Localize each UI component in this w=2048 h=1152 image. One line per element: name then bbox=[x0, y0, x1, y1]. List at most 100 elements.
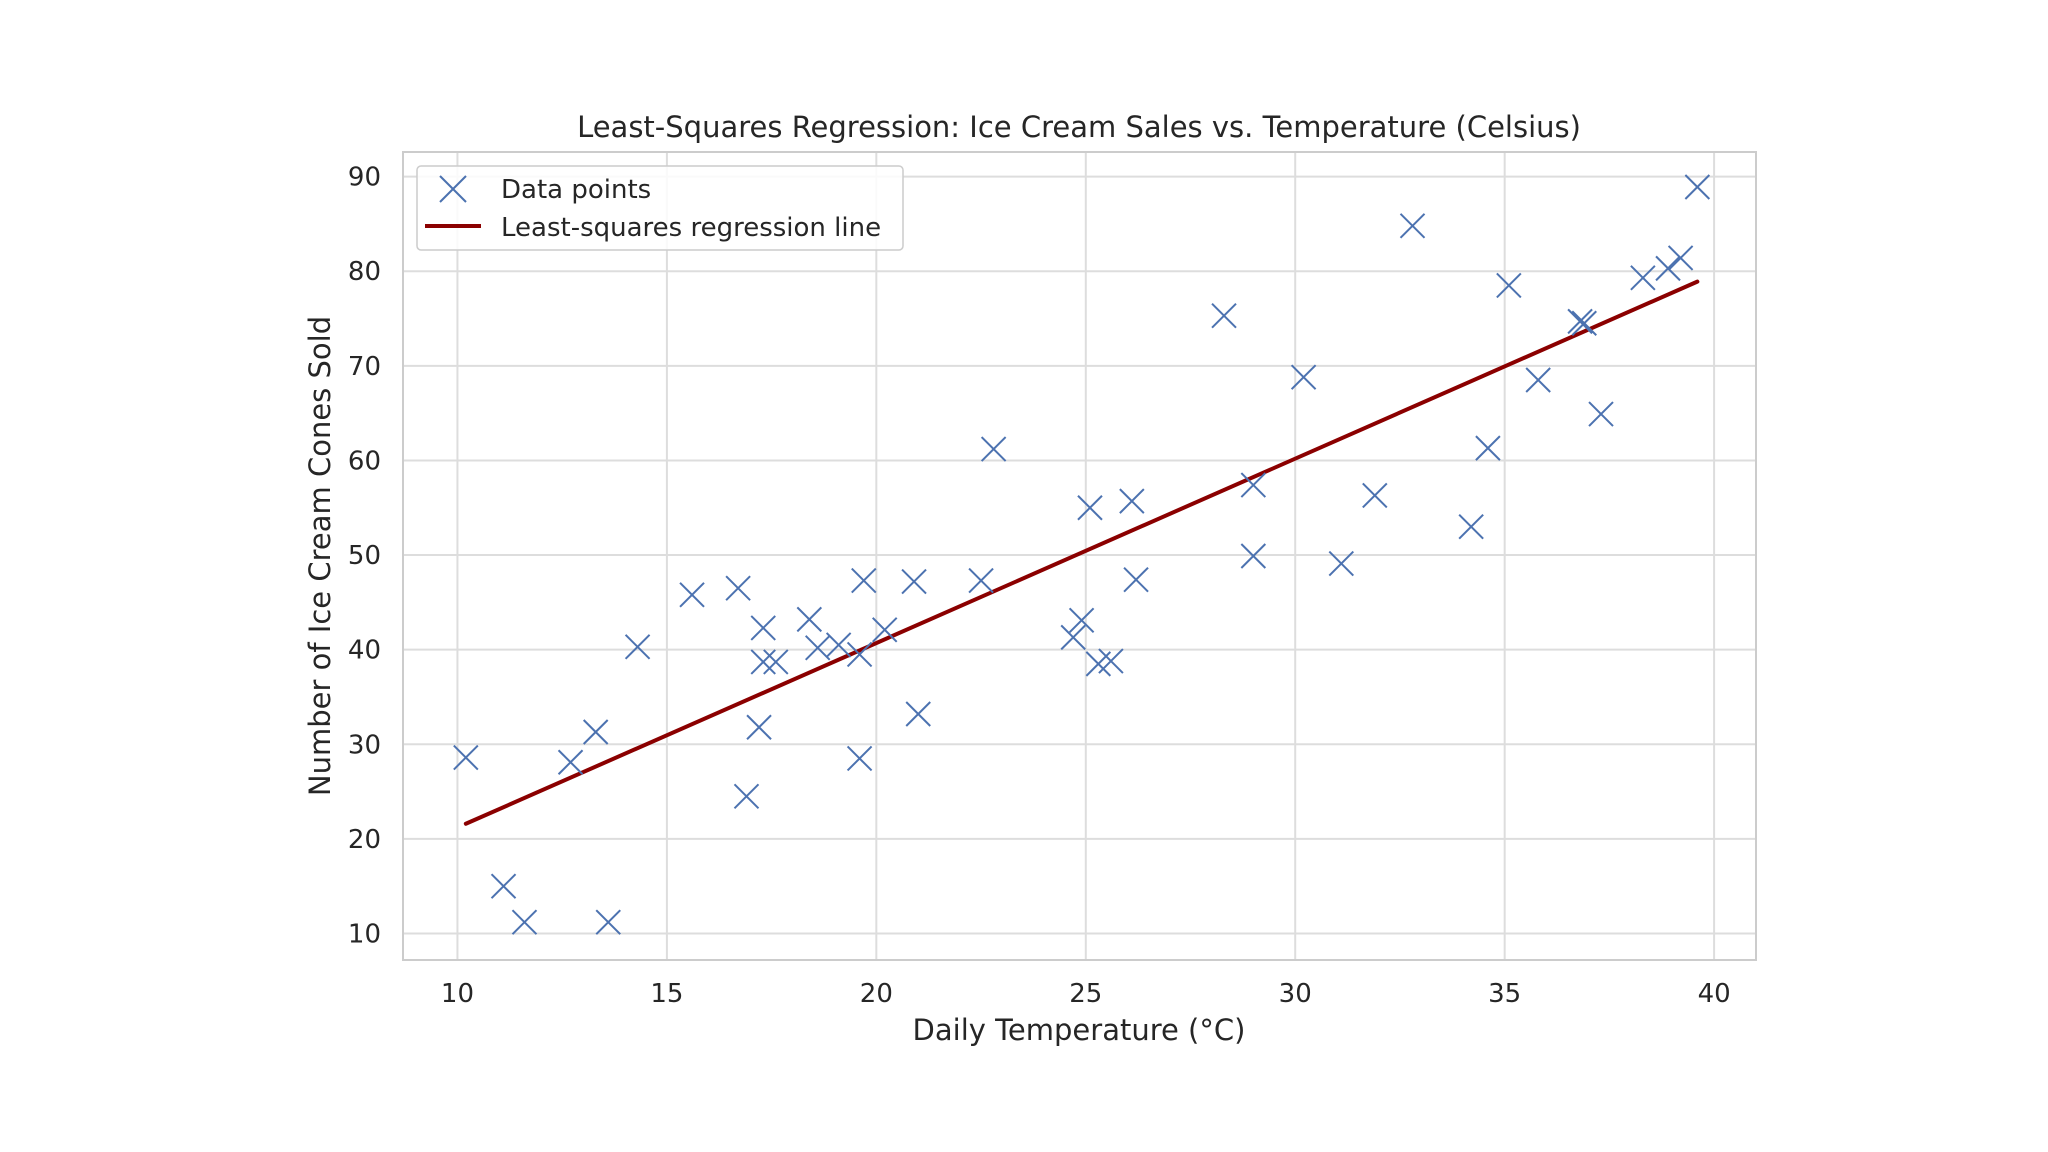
x-tick-label: 20 bbox=[860, 979, 893, 1009]
grid-lines bbox=[403, 152, 1756, 960]
data-point bbox=[1068, 607, 1095, 634]
data-point bbox=[1630, 265, 1656, 291]
x-marker-stroke bbox=[1458, 513, 1484, 540]
y-tick-label: 70 bbox=[348, 352, 381, 382]
x-marker-stroke bbox=[582, 719, 609, 745]
data-point bbox=[453, 744, 479, 771]
x-marker-stroke bbox=[1119, 488, 1145, 514]
y-tick-label: 60 bbox=[348, 446, 381, 476]
x-marker-stroke bbox=[1240, 472, 1267, 498]
y-tick-label: 90 bbox=[348, 163, 381, 193]
data-point bbox=[905, 701, 931, 727]
data-point bbox=[750, 649, 776, 675]
data-point bbox=[1362, 482, 1388, 509]
data-point bbox=[763, 649, 789, 675]
y-tick-label: 20 bbox=[348, 825, 381, 855]
x-marker-stroke bbox=[1068, 607, 1095, 634]
x-marker-stroke bbox=[851, 567, 877, 594]
y-tick-label: 40 bbox=[348, 636, 381, 666]
data-point bbox=[1458, 513, 1484, 540]
x-marker-stroke bbox=[679, 582, 705, 608]
data-points-group bbox=[453, 174, 1711, 935]
data-point bbox=[733, 783, 760, 810]
x-tick-label: 10 bbox=[441, 979, 474, 1009]
data-point bbox=[851, 567, 877, 594]
data-point bbox=[1240, 472, 1267, 498]
x-marker-stroke bbox=[1588, 401, 1614, 427]
data-point bbox=[1328, 550, 1355, 577]
data-point bbox=[1571, 310, 1597, 336]
x-tick-labels: 10 15 20 25 30 35 40 bbox=[441, 979, 1731, 1009]
data-point bbox=[1667, 245, 1694, 271]
x-marker-stroke bbox=[901, 568, 927, 595]
data-point bbox=[872, 617, 898, 643]
data-point bbox=[746, 714, 772, 740]
data-point bbox=[980, 436, 1007, 462]
y-tick-label: 10 bbox=[348, 920, 381, 950]
data-point bbox=[490, 873, 517, 899]
chart-title: Least-Squares Regression: Ice Cream Sale… bbox=[577, 110, 1581, 144]
x-marker-stroke bbox=[453, 744, 479, 771]
legend-x-marker-icon bbox=[439, 175, 467, 203]
x-marker-stroke bbox=[1362, 482, 1388, 509]
x-marker-stroke bbox=[905, 701, 931, 727]
x-marker-stroke bbox=[804, 635, 831, 661]
y-tick-labels: 10 20 30 40 50 60 70 80 90 bbox=[348, 163, 381, 950]
x-marker-stroke bbox=[1630, 265, 1656, 291]
data-point bbox=[1211, 302, 1237, 329]
data-point bbox=[1399, 213, 1426, 239]
x-marker-stroke bbox=[750, 649, 776, 675]
data-point bbox=[725, 575, 751, 601]
x-marker-stroke bbox=[1667, 245, 1694, 271]
x-marker-stroke bbox=[1328, 550, 1355, 577]
x-marker-stroke bbox=[1290, 364, 1317, 390]
legend: Data points Least-squares regression lin… bbox=[416, 165, 904, 251]
x-marker-stroke bbox=[624, 634, 651, 660]
data-point bbox=[511, 909, 538, 935]
x-marker-stroke bbox=[825, 632, 852, 658]
regression-line bbox=[463, 279, 1700, 826]
legend-box bbox=[416, 165, 904, 251]
x-marker-stroke bbox=[1496, 272, 1522, 299]
x-marker-stroke bbox=[1567, 308, 1593, 335]
data-point bbox=[1655, 255, 1681, 282]
data-point bbox=[624, 634, 651, 660]
data-point bbox=[804, 635, 831, 661]
data-point bbox=[595, 909, 621, 935]
x-tick-label: 25 bbox=[1069, 979, 1102, 1009]
data-point bbox=[1684, 174, 1711, 200]
regression-line-group bbox=[463, 279, 1700, 826]
data-point bbox=[901, 568, 927, 595]
legend-label-regression-line: Least-squares regression line bbox=[501, 213, 881, 243]
x-marker-stroke bbox=[968, 567, 994, 594]
y-tick-label: 80 bbox=[348, 257, 381, 287]
x-marker-stroke bbox=[490, 873, 517, 899]
y-tick-label: 50 bbox=[348, 541, 381, 571]
x-marker-stroke bbox=[1060, 624, 1086, 651]
data-point bbox=[1240, 543, 1267, 569]
y-tick-label: 30 bbox=[348, 730, 381, 760]
x-marker-stroke bbox=[1655, 255, 1681, 282]
data-point bbox=[679, 582, 705, 608]
x-marker-stroke bbox=[1211, 302, 1237, 329]
x-marker-stroke bbox=[1475, 435, 1501, 461]
data-point bbox=[1119, 488, 1145, 514]
data-point bbox=[1098, 648, 1124, 674]
data-point bbox=[582, 719, 609, 745]
x-tick-label: 15 bbox=[650, 979, 683, 1009]
x-marker-stroke bbox=[796, 606, 823, 633]
data-point bbox=[1475, 435, 1501, 461]
x-tick-label: 40 bbox=[1698, 979, 1731, 1009]
data-point bbox=[1060, 624, 1086, 651]
x-marker-stroke bbox=[511, 909, 538, 935]
data-point bbox=[1123, 566, 1149, 593]
x-marker-stroke bbox=[557, 749, 584, 775]
x-marker-stroke bbox=[1098, 648, 1124, 674]
x-tick-label: 30 bbox=[1279, 979, 1312, 1009]
data-point bbox=[557, 749, 584, 775]
data-point bbox=[968, 567, 994, 594]
x-marker-stroke bbox=[1684, 174, 1711, 200]
data-point bbox=[1525, 367, 1551, 393]
x-tick-label: 35 bbox=[1488, 979, 1521, 1009]
